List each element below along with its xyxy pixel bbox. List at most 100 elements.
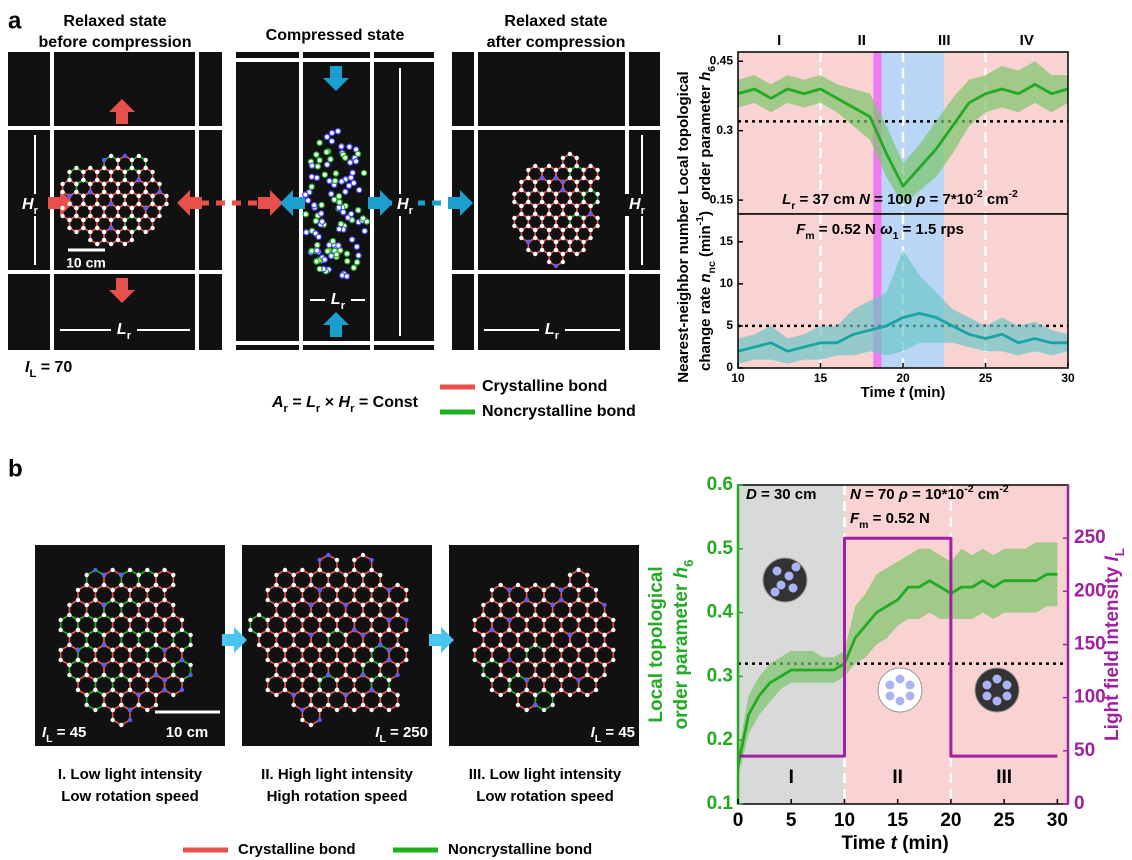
text-part: =	[288, 394, 306, 411]
particle	[585, 633, 589, 637]
particle	[344, 673, 348, 677]
particle	[575, 164, 579, 168]
particle	[352, 568, 356, 572]
y-tick-label: 0.1	[707, 793, 734, 814]
particle	[568, 192, 572, 196]
particle	[551, 693, 555, 697]
particle	[516, 613, 520, 617]
particle	[369, 568, 373, 572]
phase-label: II	[892, 767, 903, 788]
particle	[337, 227, 342, 232]
particle	[123, 154, 127, 158]
particle	[352, 648, 356, 652]
particle	[171, 673, 175, 677]
text-part: nc	[706, 261, 718, 273]
particle	[559, 688, 563, 692]
particle	[266, 618, 270, 622]
particle	[180, 618, 184, 622]
particle	[582, 176, 586, 180]
particle	[507, 588, 511, 592]
photo-title: Compressed state	[266, 27, 405, 44]
x-axis-label: Time t (min)	[861, 384, 946, 401]
particle	[582, 200, 586, 204]
particle	[344, 633, 348, 637]
particle	[283, 678, 287, 682]
particle	[303, 212, 308, 217]
particle	[559, 658, 563, 662]
particle	[145, 688, 149, 692]
particle	[336, 194, 341, 199]
particle	[568, 240, 572, 244]
particle	[533, 643, 537, 647]
particle	[111, 568, 115, 572]
particle	[274, 573, 278, 577]
particle	[154, 573, 158, 577]
annotation: D = 30 cm	[746, 486, 816, 503]
particle	[154, 673, 158, 677]
phase-shading	[738, 52, 873, 214]
phase-label: II	[858, 32, 866, 49]
particle	[314, 248, 319, 253]
particle	[559, 678, 563, 682]
particle	[266, 598, 270, 602]
particle	[547, 228, 551, 232]
text-part: order parameter	[697, 81, 714, 200]
particle	[551, 663, 555, 667]
particle	[362, 228, 367, 233]
particle	[81, 170, 85, 174]
y2-tick-label: 100	[1074, 687, 1106, 708]
particle	[137, 194, 141, 198]
text-part: -2	[964, 483, 973, 495]
y-tick-label: 5	[726, 318, 733, 332]
particle	[102, 158, 106, 162]
particle	[568, 583, 572, 587]
particle	[67, 218, 71, 222]
particle	[352, 628, 356, 632]
legend-label: Noncrystalline bond	[482, 403, 636, 420]
particle	[76, 618, 80, 622]
plot-area	[738, 52, 1068, 214]
x-tick-label: 10	[731, 371, 745, 385]
text-part: L	[545, 321, 555, 338]
particle	[378, 693, 382, 697]
particle	[602, 643, 606, 647]
particle	[361, 693, 365, 697]
particle	[81, 194, 85, 198]
particle	[144, 214, 148, 218]
particle	[594, 658, 598, 662]
particle	[145, 598, 149, 602]
particle	[314, 152, 319, 157]
particle	[67, 226, 71, 230]
particle	[568, 152, 572, 156]
particle	[378, 573, 382, 577]
particle	[67, 633, 71, 637]
particle	[81, 226, 85, 230]
particle	[283, 628, 287, 632]
particle	[499, 663, 503, 667]
particle	[525, 618, 529, 622]
particle	[318, 598, 322, 602]
particle	[585, 573, 589, 577]
particle	[554, 192, 558, 196]
particle	[137, 693, 141, 697]
particle	[554, 176, 558, 180]
particle	[481, 643, 485, 647]
x-axis-label: Time t (min)	[841, 833, 948, 854]
particle	[554, 200, 558, 204]
particle	[318, 718, 322, 722]
particle	[300, 688, 304, 692]
particle	[568, 224, 572, 228]
particle	[333, 171, 338, 176]
particle	[76, 628, 80, 632]
particle	[526, 168, 530, 172]
particle	[145, 678, 149, 682]
particle	[93, 658, 97, 662]
particle	[404, 588, 408, 592]
particle	[327, 178, 332, 183]
particle	[309, 663, 313, 667]
particle	[144, 206, 148, 210]
particle	[137, 573, 141, 577]
photo	[449, 545, 639, 746]
particle	[595, 168, 599, 172]
particle	[585, 603, 589, 607]
